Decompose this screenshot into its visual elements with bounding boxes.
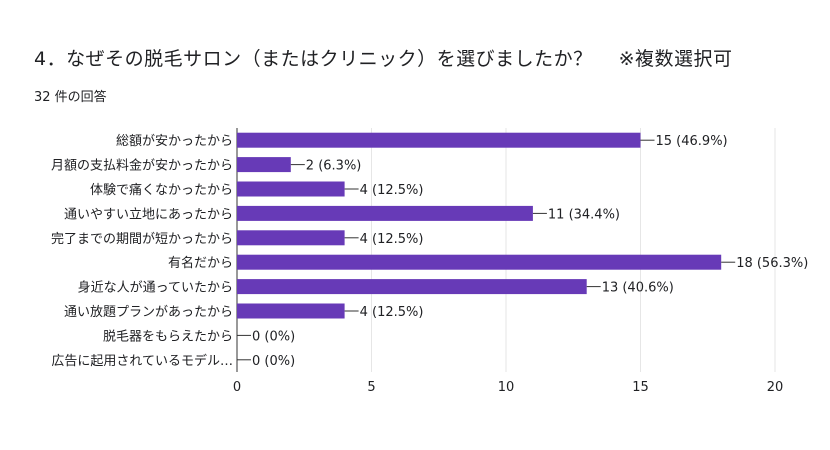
category-label: 脱毛器をもらえたから xyxy=(103,329,233,344)
question-text: 4．なぜその脱毛サロン（またはクリニック）を選びましたか？ xyxy=(34,48,593,70)
data-label: 4 (12.5%) xyxy=(360,305,424,320)
data-label: 0 (0%) xyxy=(252,329,295,344)
bar xyxy=(237,132,641,148)
x-tick-label: 0 xyxy=(233,380,241,395)
category-label: 体験で痛くなかったから xyxy=(90,182,233,198)
bar xyxy=(237,303,345,319)
data-label: 18 (56.3%) xyxy=(736,256,808,271)
x-tick-label: 5 xyxy=(367,380,375,395)
bar xyxy=(237,157,291,173)
question-title: 4．なぜその脱毛サロン（またはクリニック）を選びましたか？ ※複数選択可 xyxy=(34,44,733,71)
category-label: 月額の支払料金が安かったから xyxy=(51,158,233,174)
x-tick-label: 10 xyxy=(498,380,515,395)
data-label: 4 (12.5%) xyxy=(360,232,424,247)
category-label: 通い放題プランがあったから xyxy=(64,305,233,320)
question-note: ※複数選択可 xyxy=(618,48,733,70)
category-label: 有名だから xyxy=(168,255,233,271)
data-label: 2 (6.3%) xyxy=(306,159,362,174)
data-label: 15 (46.9%) xyxy=(656,134,728,149)
category-label: 広告に起用されているモデル… xyxy=(51,353,233,369)
x-tick-label: 20 xyxy=(767,380,784,395)
bar xyxy=(237,181,345,197)
data-label: 4 (12.5%) xyxy=(360,183,424,198)
category-label: 身近な人が通っていたから xyxy=(78,280,233,296)
category-label: 総額が安かったから xyxy=(116,134,233,149)
category-label: 通いやすい立地にあったから xyxy=(64,207,233,222)
response-count: 32 件の回答 xyxy=(34,90,107,105)
bar xyxy=(237,279,587,295)
category-label: 完了までの期間が短かったから xyxy=(51,232,233,247)
x-tick-label: 15 xyxy=(632,380,649,395)
bar xyxy=(237,230,345,246)
bar xyxy=(237,254,722,270)
bar xyxy=(237,205,533,221)
data-label: 13 (40.6%) xyxy=(602,281,674,296)
data-label: 11 (34.4%) xyxy=(548,207,620,222)
data-label: 0 (0%) xyxy=(252,354,295,369)
